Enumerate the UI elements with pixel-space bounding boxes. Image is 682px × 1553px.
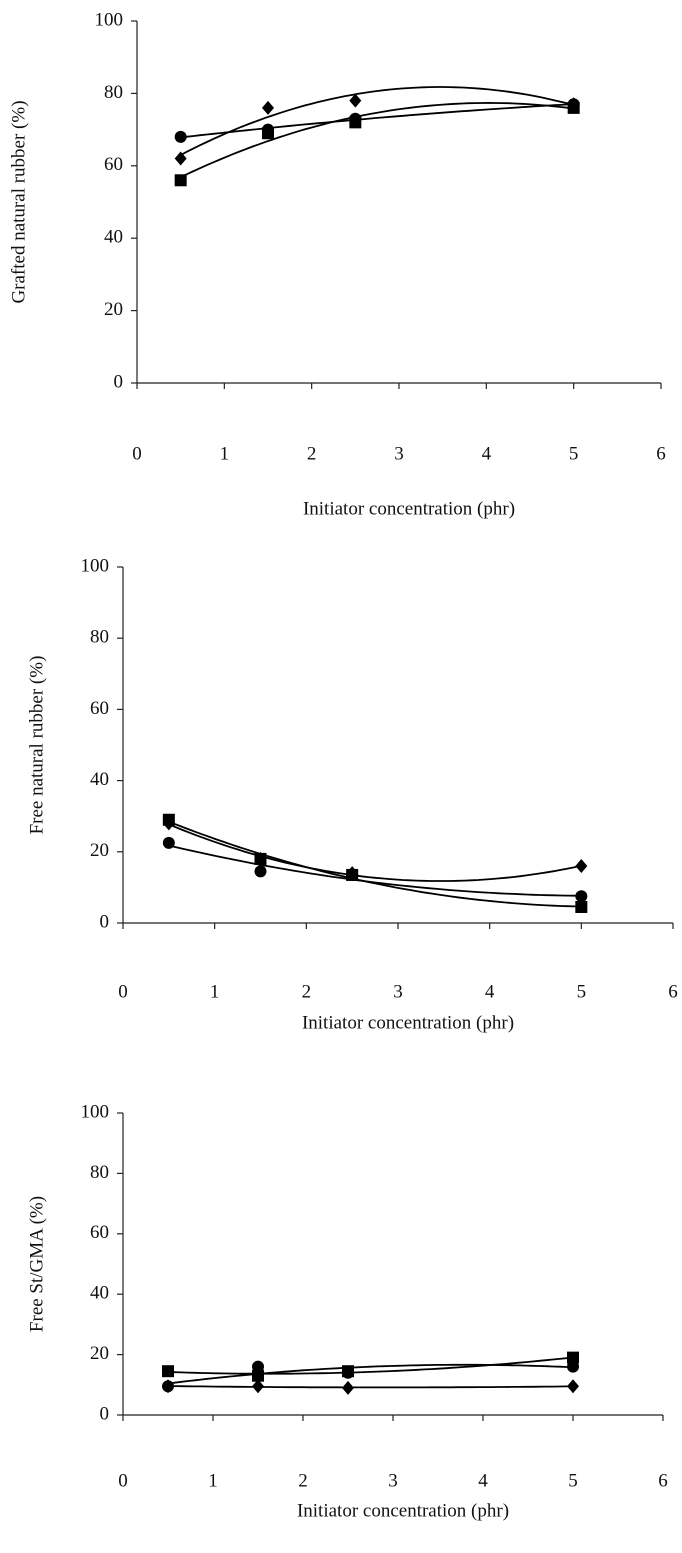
trendline [180,103,574,139]
x-tick-label: 6 [668,981,678,1002]
marker [575,859,588,874]
y-tick-label: 80 [90,627,109,648]
marker [262,100,274,115]
trendline [168,844,582,897]
marker [567,101,580,114]
y-tick-label: 60 [90,1222,109,1243]
marker [252,1360,264,1373]
x-tick-label: 2 [302,981,312,1002]
marker [252,1379,264,1394]
marker [174,174,187,187]
marker [162,1380,174,1393]
x-tick-label: 2 [298,1470,308,1491]
x-tick-label: 0 [132,443,142,464]
y-tick-label: 40 [104,227,123,248]
x-tick-label: 4 [482,443,492,464]
x-axis-title: Initiator concentration (phr) [303,498,515,519]
marker [174,151,187,166]
x-tick-label: 1 [208,1470,218,1491]
x-tick-label: 5 [568,1470,578,1491]
marker [262,127,274,140]
x-axis-title: Initiator concentration (phr) [297,1500,509,1521]
y-axis-title: Free natural rubber (%) [26,656,47,835]
marker [575,890,588,903]
x-tick-label: 0 [118,981,128,1002]
marker [162,836,175,849]
y-tick-label: 100 [81,555,110,576]
trendline [167,1363,574,1385]
marker [342,1365,354,1378]
y-tick-label: 100 [95,9,124,30]
x-tick-label: 6 [656,443,666,464]
marker [349,93,362,108]
y-tick-label: 60 [104,154,123,175]
y-tick-label: 20 [104,299,123,320]
x-tick-label: 4 [478,1470,488,1491]
y-tick-label: 20 [90,840,109,861]
marker [254,865,267,878]
y-axis-title: Grafted natural rubber (%) [8,100,29,303]
marker [349,116,362,129]
trendline [168,1385,573,1389]
marker [254,852,267,865]
x-tick-label: 1 [210,981,220,1002]
y-tick-label: 80 [104,82,123,103]
y-tick-label: 100 [81,1101,110,1122]
marker [567,1351,579,1364]
trendline [180,101,574,179]
trendline [180,86,574,156]
y-tick-label: 80 [90,1162,109,1183]
marker [252,1369,264,1382]
marker [342,1380,354,1395]
marker [162,813,175,826]
x-tick-label: 4 [485,981,495,1002]
x-tick-label: 5 [577,981,587,1002]
y-tick-label: 20 [90,1343,109,1364]
marker [346,868,359,881]
y-tick-label: 40 [90,769,109,790]
marker [567,1360,579,1373]
x-tick-label: 3 [394,443,404,464]
x-tick-label: 5 [569,443,579,464]
marker [174,130,187,143]
y-tick-label: 0 [100,1403,110,1424]
marker [575,900,588,913]
trendline [167,1356,574,1375]
x-tick-label: 3 [393,981,403,1002]
x-axis-title: Initiator concentration (phr) [302,1012,514,1033]
x-tick-label: 3 [388,1470,398,1491]
marker [567,1379,579,1394]
x-tick-label: 0 [118,1470,128,1491]
x-tick-label: 2 [307,443,317,464]
y-tick-label: 0 [100,911,110,932]
trendline [168,823,582,882]
trendline [168,820,582,908]
y-tick-label: 0 [114,371,124,392]
y-tick-label: 40 [90,1283,109,1304]
marker [162,1365,174,1378]
x-tick-label: 1 [220,443,230,464]
x-tick-label: 6 [658,1470,668,1491]
y-axis-title: Free St/GMA (%) [26,1196,47,1332]
y-tick-label: 60 [90,698,109,719]
